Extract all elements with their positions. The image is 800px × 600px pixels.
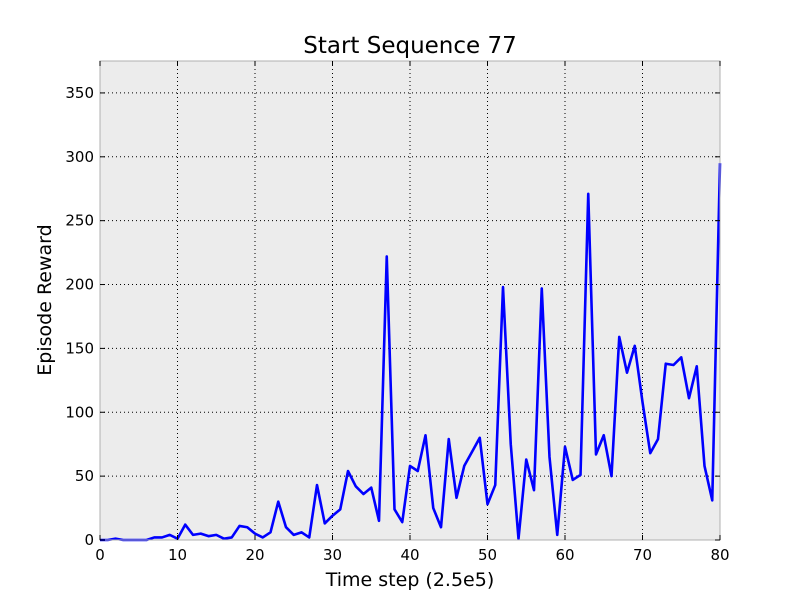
y-tick-label: 200 [65, 276, 94, 294]
y-tick-label: 50 [75, 467, 94, 485]
y-tick-label: 300 [65, 148, 94, 166]
y-tick-label: 100 [65, 403, 94, 421]
x-tick-label: 50 [478, 546, 497, 564]
chart-title: Start Sequence 77 [303, 33, 517, 59]
y-tick-label: 350 [65, 84, 94, 102]
x-tick-label: 30 [323, 546, 342, 564]
y-tick-label: 250 [65, 212, 94, 230]
axis-ticks: 0 10 20 30 40 50 60 70 80 0 50 100 150 200 250 300 350 [65, 61, 730, 564]
grid-lines [100, 61, 720, 540]
x-axis-title: Time step (2.5e5) [325, 569, 495, 591]
y-tick-label: 0 [84, 531, 94, 549]
y-tick-label: 150 [65, 339, 94, 357]
x-tick-label: 0 [95, 546, 105, 564]
x-tick-label: 60 [555, 546, 574, 564]
x-tick-label: 40 [400, 546, 419, 564]
plot-area [100, 61, 720, 540]
x-tick-label: 70 [633, 546, 652, 564]
x-tick-label: 10 [168, 546, 187, 564]
y-axis-title: Episode Reward [34, 224, 56, 375]
x-tick-label: 80 [710, 546, 729, 564]
x-tick-label: 20 [245, 546, 264, 564]
